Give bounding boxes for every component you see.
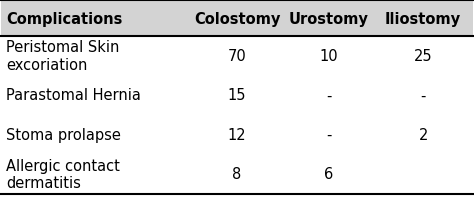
Text: 8: 8: [232, 166, 242, 181]
Text: Iliostomy: Iliostomy: [385, 12, 461, 27]
Bar: [1, 115, 473, 154]
Text: Allergic contact
dermatitis: Allergic contact dermatitis: [6, 158, 120, 190]
Text: 2: 2: [419, 127, 428, 142]
Bar: [1, 76, 473, 115]
Text: Urostomy: Urostomy: [289, 12, 369, 27]
Text: 6: 6: [324, 166, 334, 181]
Text: Stoma prolapse: Stoma prolapse: [6, 127, 121, 142]
Text: 70: 70: [228, 49, 246, 64]
Text: 12: 12: [228, 127, 246, 142]
Bar: [1, 37, 473, 76]
Bar: [1, 154, 473, 194]
Text: 15: 15: [228, 88, 246, 103]
Text: -: -: [326, 88, 332, 103]
Text: Peristomal Skin
excoriation: Peristomal Skin excoriation: [6, 40, 119, 72]
Text: Colostomy: Colostomy: [194, 12, 280, 27]
Text: Parastomal Hernia: Parastomal Hernia: [6, 88, 141, 103]
Text: 25: 25: [414, 49, 432, 64]
Bar: [1, 1, 473, 37]
Text: Complications: Complications: [6, 12, 122, 27]
Text: -: -: [420, 88, 426, 103]
Text: -: -: [326, 127, 332, 142]
Text: 10: 10: [319, 49, 338, 64]
